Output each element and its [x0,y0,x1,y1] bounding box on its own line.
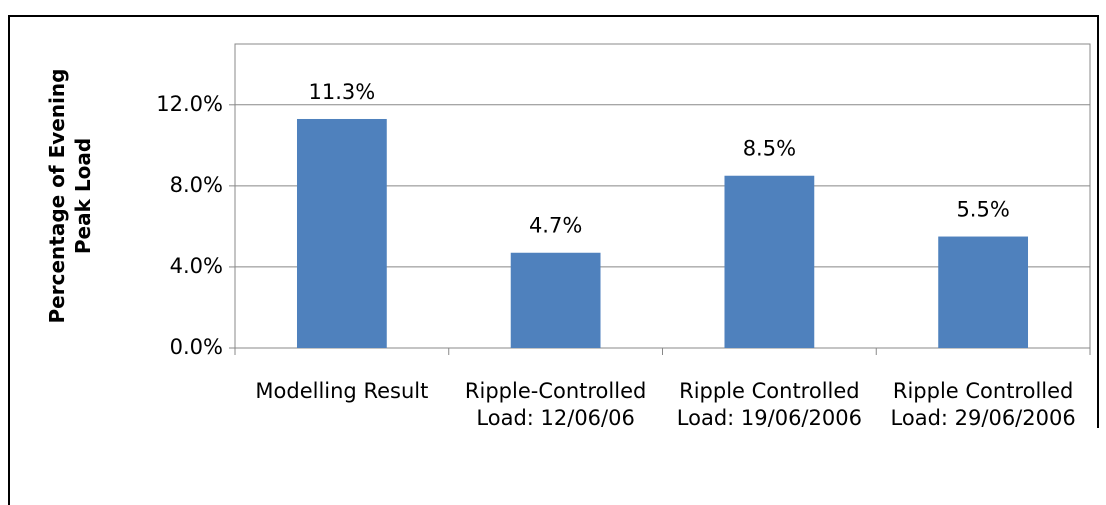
x-tick-label: Modelling Result [255,379,429,403]
x-tick-label: Ripple-Controlled Load: 12/06/06 [464,379,647,430]
y-tick-label: 8.0% [170,173,223,197]
data-label: 8.5% [743,137,796,161]
chart-border [8,15,1099,505]
y-tick-label: 12.0% [156,92,223,116]
data-label: 11.3% [309,80,376,104]
bar [296,118,387,348]
bar [510,252,601,348]
y-tick-label: 4.0% [170,254,223,278]
data-label: 5.5% [956,198,1009,222]
x-tick-label: Ripple Controlled Load: 29/06/2006 [890,379,1076,430]
y-tick-label: 0.0% [170,335,223,359]
bar [724,175,815,348]
y-axis-title: Percentage of Evening Peak Load [45,68,95,324]
data-label: 4.7% [529,214,582,238]
x-tick-label: Ripple Controlled Load: 19/06/2006 [676,379,862,430]
bar [938,236,1029,348]
